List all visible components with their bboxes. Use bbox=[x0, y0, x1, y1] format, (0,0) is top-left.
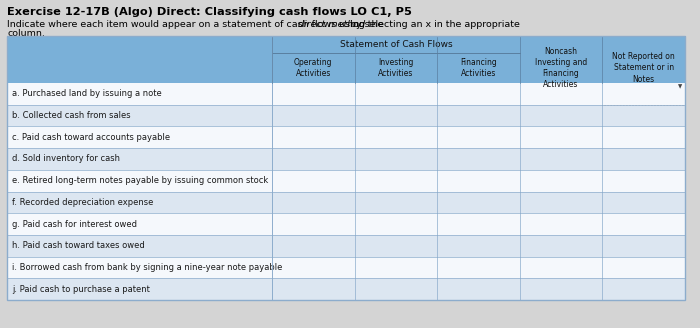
Text: Statement of Cash Flows: Statement of Cash Flows bbox=[340, 40, 452, 49]
Text: Noncash
Investing and
Financing
Activities: Noncash Investing and Financing Activiti… bbox=[535, 47, 587, 89]
Bar bbox=[7, 105, 685, 126]
Bar bbox=[7, 36, 685, 300]
Bar bbox=[7, 36, 685, 83]
Text: h. Paid cash toward taxes owed: h. Paid cash toward taxes owed bbox=[12, 241, 145, 250]
Bar bbox=[7, 256, 685, 278]
Text: Investing
Activities: Investing Activities bbox=[378, 58, 414, 78]
Text: d. Sold inventory for cash: d. Sold inventory for cash bbox=[12, 154, 120, 163]
Text: by selecting an x in the appropriate: by selecting an x in the appropriate bbox=[347, 20, 520, 29]
Text: ▼: ▼ bbox=[678, 85, 682, 90]
Text: column.: column. bbox=[7, 29, 45, 38]
Bar bbox=[7, 235, 685, 256]
Bar bbox=[7, 83, 685, 105]
Text: c. Paid cash toward accounts payable: c. Paid cash toward accounts payable bbox=[12, 133, 170, 142]
Text: e. Retired long-term notes payable by issuing common stock: e. Retired long-term notes payable by is… bbox=[12, 176, 268, 185]
Text: Not Reported on
Statement or in
Notes: Not Reported on Statement or in Notes bbox=[612, 52, 675, 84]
Bar bbox=[7, 213, 685, 235]
Text: direct method: direct method bbox=[298, 20, 365, 29]
Text: Financing
Activities: Financing Activities bbox=[460, 58, 497, 78]
Bar bbox=[7, 126, 685, 148]
Bar bbox=[7, 170, 685, 192]
Bar bbox=[7, 278, 685, 300]
Bar bbox=[7, 192, 685, 213]
Text: i. Borrowed cash from bank by signing a nine-year note payable: i. Borrowed cash from bank by signing a … bbox=[12, 263, 282, 272]
Text: f. Recorded depreciation expense: f. Recorded depreciation expense bbox=[12, 198, 153, 207]
Bar bbox=[7, 148, 685, 170]
Text: Exercise 12-17B (Algo) Direct: Classifying cash flows LO C1, P5: Exercise 12-17B (Algo) Direct: Classifyi… bbox=[7, 7, 412, 17]
Text: Indicate where each item would appear on a statement of cash flows using the: Indicate where each item would appear on… bbox=[7, 20, 386, 29]
Text: j. Paid cash to purchase a patent: j. Paid cash to purchase a patent bbox=[12, 285, 150, 294]
Text: Operating
Activities: Operating Activities bbox=[294, 58, 332, 78]
Text: g. Paid cash for interest owed: g. Paid cash for interest owed bbox=[12, 219, 137, 229]
Text: b. Collected cash from sales: b. Collected cash from sales bbox=[12, 111, 131, 120]
Text: a. Purchased land by issuing a note: a. Purchased land by issuing a note bbox=[12, 89, 162, 98]
